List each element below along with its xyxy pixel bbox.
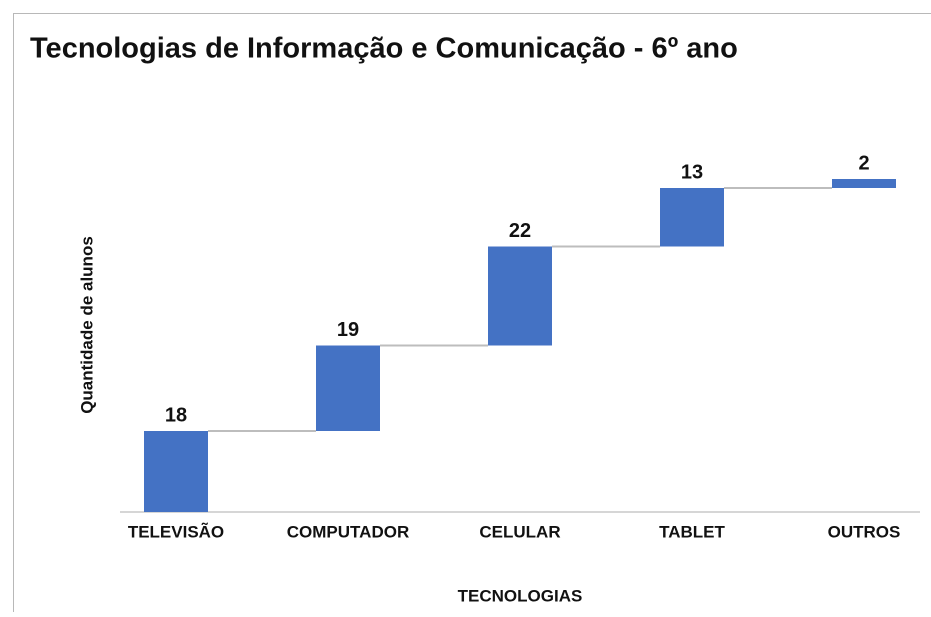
y-axis-title: Quantidade de alunos xyxy=(77,236,96,414)
data-label: 18 xyxy=(165,404,187,426)
x-tick-label: CELULAR xyxy=(479,522,560,541)
data-label: 19 xyxy=(337,319,359,341)
x-tick-label: TABLET xyxy=(659,522,725,541)
bar xyxy=(488,247,552,346)
x-tick-label: TELEVISÃO xyxy=(128,521,224,541)
x-tick-label: COMPUTADOR xyxy=(287,522,409,541)
x-tick-label: OUTROS xyxy=(828,522,901,541)
bar xyxy=(832,179,896,188)
data-label: 13 xyxy=(681,161,703,183)
chart-title: Tecnologias de Informação e Comunicação … xyxy=(30,33,738,65)
bar xyxy=(660,188,724,247)
bar xyxy=(144,431,208,512)
x-axis-title: TECNOLOGIAS xyxy=(458,586,583,605)
bar xyxy=(316,346,380,432)
data-label: 22 xyxy=(509,220,531,242)
data-label: 2 xyxy=(858,152,869,174)
